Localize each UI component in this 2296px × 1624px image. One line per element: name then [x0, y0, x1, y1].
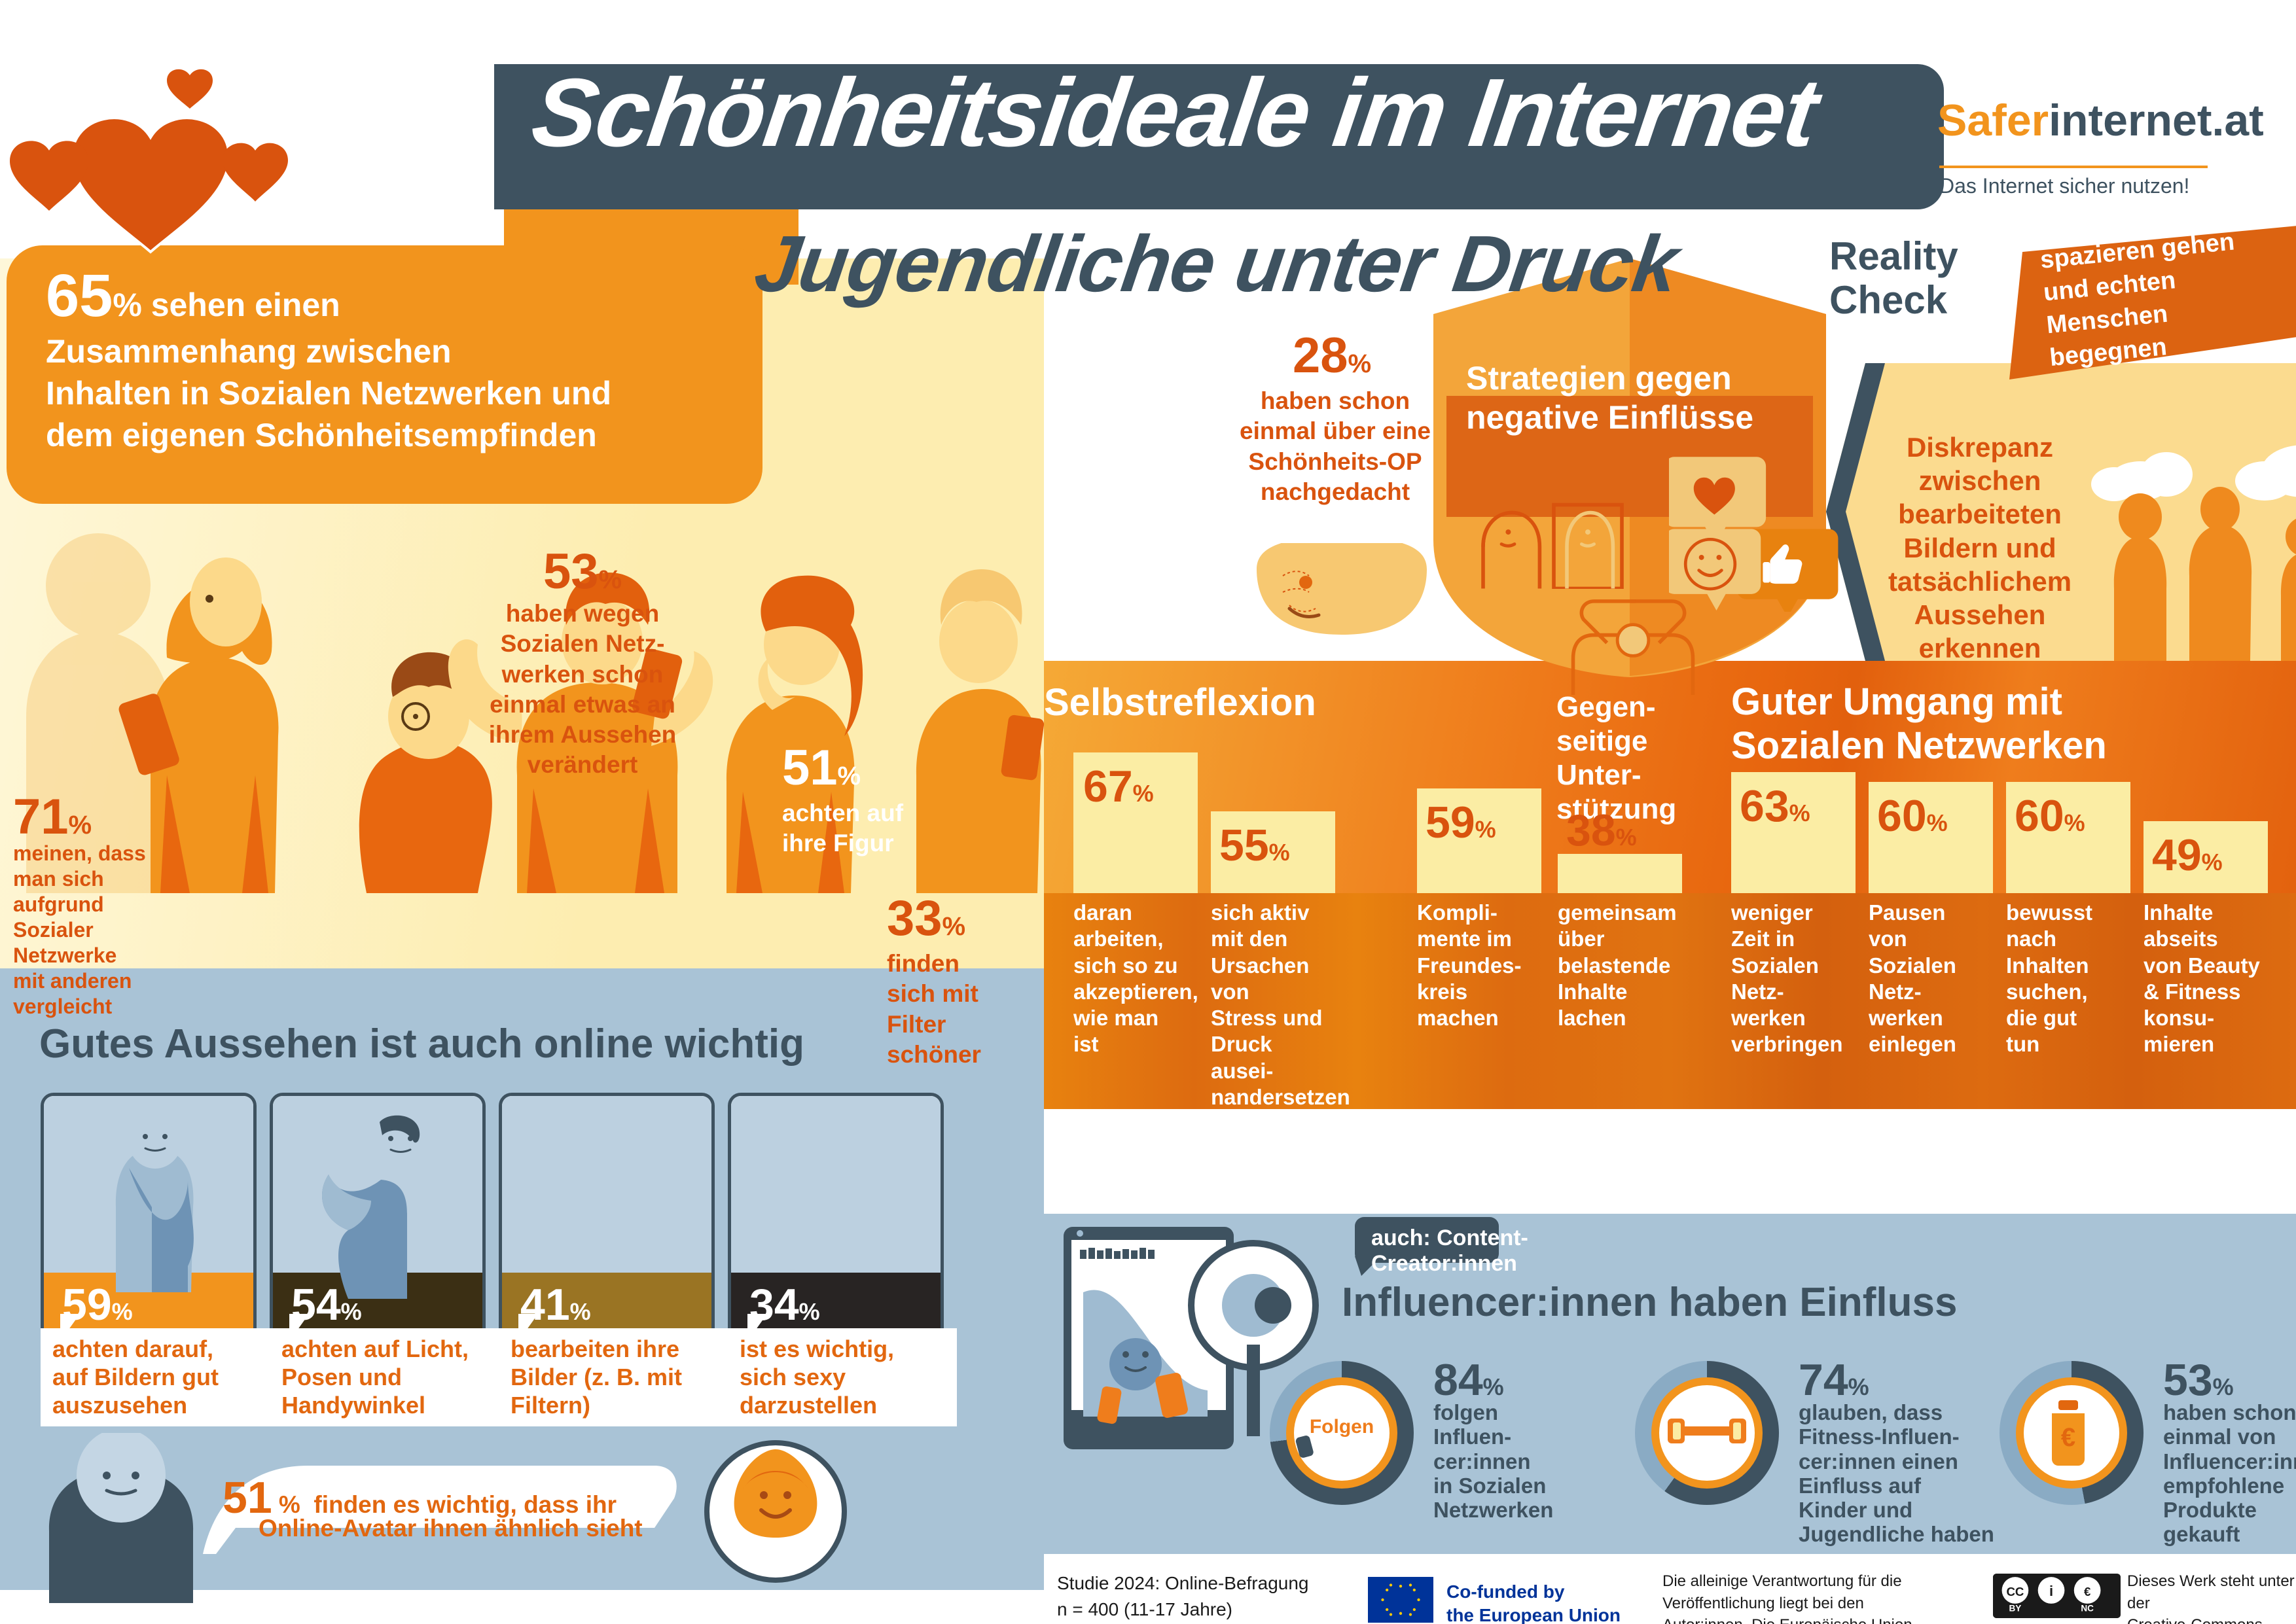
- svg-text:i: i: [2049, 1583, 2053, 1599]
- svg-text:€: €: [2061, 1423, 2075, 1452]
- svg-text:€: €: [2084, 1585, 2091, 1598]
- svg-text:Folgen: Folgen: [1310, 1416, 1374, 1438]
- svg-text:CC: CC: [2006, 1585, 2024, 1598]
- svg-text:NC: NC: [2081, 1604, 2094, 1614]
- svg-text:BY: BY: [2009, 1604, 2021, 1614]
